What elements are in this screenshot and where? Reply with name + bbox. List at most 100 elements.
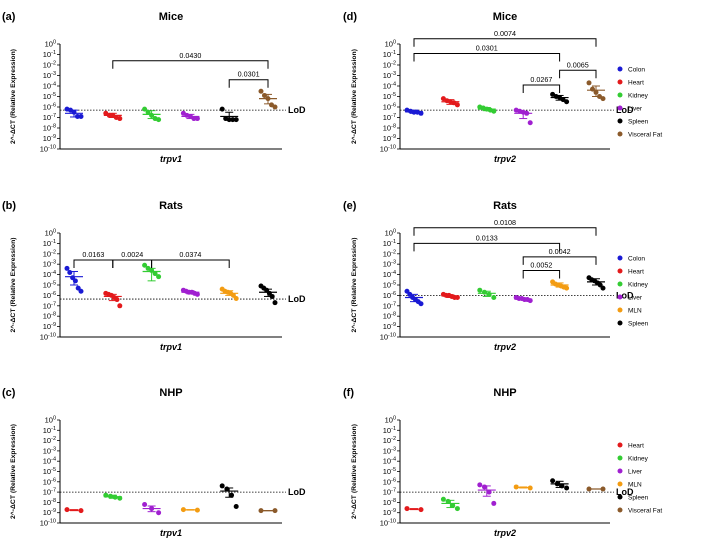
y-tick-label: 10-5 [383,467,396,476]
x-axis-label: trpv1 [160,154,182,164]
y-tick-label: 10-2 [43,436,56,445]
bracket-line [413,227,597,236]
data-point [78,288,84,294]
x-axis-label: trpv2 [494,528,516,538]
y-tick-label: 10-8 [383,124,396,133]
group-heart [103,290,123,309]
lod-label: LoD [616,290,634,300]
y-tick-label: 100 [45,229,56,238]
y-tick-label: 10-4 [43,270,56,279]
p-value-label: 0.0133 [476,233,498,242]
data-point [142,262,148,268]
data-point [258,508,264,514]
group-colon [404,288,424,307]
group-heart [440,96,460,108]
panel-title: NHP [493,387,516,399]
data-point [107,493,113,499]
y-tick-label: 10-1 [383,426,396,435]
lod-label: LoD [616,105,634,115]
panel-letter: (b) [2,200,16,212]
y-tick-label: 10-10 [380,333,396,342]
y-tick-label: 10-2 [43,249,56,258]
significance-bracket: 0.0052 [522,260,561,279]
data-point [513,484,519,490]
bracket-line [228,79,269,88]
group-kidney [103,492,123,501]
data-point [454,294,460,300]
y-tick-label: 10-3 [43,71,56,80]
group-liver [513,294,533,304]
legend-entry: Heart [628,269,644,276]
data-point [418,507,424,513]
y-tick-label: 10-2 [43,61,56,70]
y-tick-label: 10-1 [383,239,396,248]
data-point [191,116,197,122]
y-tick-label: 10-9 [383,322,396,331]
legend-entry: Heart [628,80,644,87]
y-tick-label: 10-7 [43,301,56,310]
data-point [564,485,570,491]
y-tick-label: 10-8 [43,498,56,507]
significance-bracket: 0.0042 [522,247,597,265]
p-value-label: 0.0430 [179,51,201,60]
y-tick-label: 100 [45,40,56,49]
data-point [590,86,595,92]
legend-marker [617,92,623,98]
legend-marker [617,481,623,487]
lod-label: LoD [288,294,306,304]
data-point [440,496,446,502]
group-spleen [219,483,239,510]
panel-title: Rats [493,200,517,212]
lod-label: LoD [288,487,306,497]
group-liver [142,501,162,516]
legend: Heart Kidney Liver MLN Spleen Visceral Fat [617,442,662,515]
data-point [233,117,239,123]
y-axis-label: 2^-ΔCT (Relative Expression) [350,424,358,519]
group-colon [64,106,84,119]
bracket-line [413,242,561,252]
bracket-line [522,256,597,265]
significance-bracket: 0.0108 [413,218,597,236]
panel-letter: (c) [2,387,16,399]
group-heart [440,291,460,300]
p-value-label: 0.0163 [82,250,104,259]
y-tick-label: 10-7 [43,488,56,497]
data-point [593,89,599,95]
y-tick-label: 10-6 [383,103,396,112]
y-tick-label: 10-1 [43,239,56,248]
group-colon [64,265,84,294]
y-tick-label: 10-9 [383,508,396,517]
panel-title: Mice [159,11,183,23]
y-tick-label: 10-3 [383,260,396,269]
legend-entry: Visceral Fat [628,132,662,139]
panel-title: NHP [159,387,182,399]
significance-bracket: 0.0065 [559,60,597,79]
y-tick-label: 10-9 [383,134,396,143]
p-value-label: 0.0301 [476,43,498,52]
data-point [71,109,77,115]
data-point [219,483,225,489]
y-tick-label: 10-10 [380,145,396,154]
group-liver [477,482,497,506]
data-point [272,508,278,514]
data-point [180,507,186,513]
group-mln [550,279,570,291]
y-tick-label: 10-8 [43,124,56,133]
significance-bracket: 0.0430 [112,51,269,69]
legend-entry: Colon [628,256,645,263]
panel-letter: (d) [343,11,357,23]
panel-letter: (f) [343,387,354,399]
significance-bracket: 0.0301 [228,70,269,88]
legend-marker [617,307,623,313]
group-liver [180,287,200,297]
legend-marker [617,294,623,300]
data-point [75,113,80,119]
data-point [229,492,235,498]
bracket-line [413,38,597,47]
data-point [527,298,533,304]
data-point [554,481,560,487]
data-point [117,495,123,501]
